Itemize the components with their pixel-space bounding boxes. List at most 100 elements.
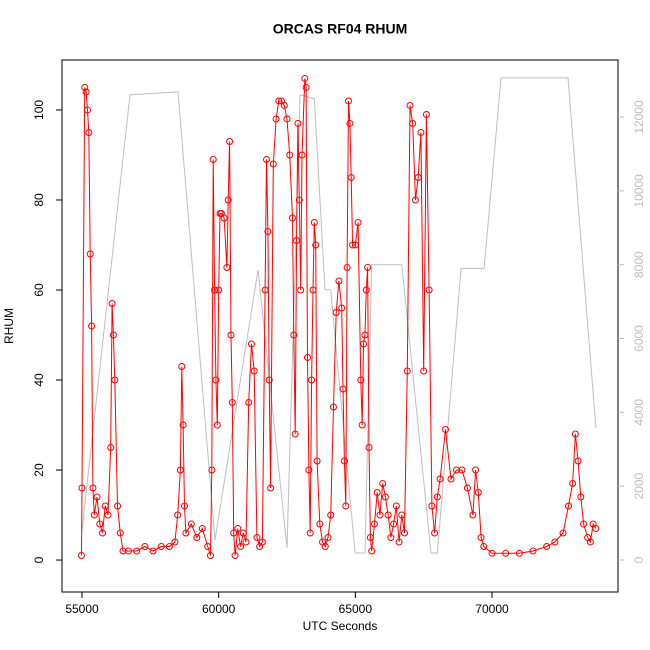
data-point <box>436 475 444 483</box>
data-point <box>327 511 335 519</box>
data-point <box>288 214 296 222</box>
data-point <box>265 376 273 384</box>
data-point <box>193 534 201 542</box>
data-point <box>403 367 411 375</box>
y2-tick-label: 12000 <box>632 100 646 134</box>
data-point <box>89 484 97 492</box>
data-point <box>592 525 600 533</box>
data-point <box>398 511 406 519</box>
data-point <box>124 547 132 555</box>
data-point <box>310 218 318 226</box>
data-point <box>364 263 372 271</box>
data-point <box>321 543 329 551</box>
y-tick-label: 40 <box>32 373 46 387</box>
data-point <box>293 236 301 244</box>
x-tick-label: 60000 <box>202 602 236 616</box>
data-point <box>422 110 430 118</box>
data-point <box>361 331 369 339</box>
data-point <box>406 101 414 109</box>
data-point <box>101 502 109 510</box>
data-point <box>431 529 439 537</box>
data-point <box>227 331 235 339</box>
data-point <box>247 340 255 348</box>
data-point <box>401 529 409 537</box>
data-point <box>442 426 450 434</box>
data-point <box>472 466 480 474</box>
data-point <box>395 538 403 546</box>
data-point <box>291 430 299 438</box>
data-point <box>272 115 280 123</box>
data-point <box>349 241 357 249</box>
data-point <box>569 480 577 488</box>
data-point <box>286 151 294 159</box>
data-point <box>301 74 309 82</box>
data-point <box>329 403 337 411</box>
data-point <box>417 128 425 136</box>
data-point <box>373 489 381 497</box>
data-point <box>290 331 298 339</box>
data-point <box>267 484 275 492</box>
data-point <box>392 502 400 510</box>
y2-tick-label: 10000 <box>632 174 646 208</box>
data-point <box>171 538 179 546</box>
data-point <box>157 543 165 551</box>
data-point <box>294 119 302 127</box>
y-axis-label: RHUM <box>2 308 16 344</box>
data-point <box>141 543 149 551</box>
data-point <box>85 128 93 136</box>
x-tick-label: 70000 <box>475 602 509 616</box>
data-point <box>302 83 310 91</box>
y2-tick-label: 4000 <box>632 399 646 426</box>
data-point <box>104 511 112 519</box>
data-point <box>543 543 551 551</box>
data-point <box>107 444 115 452</box>
data-point <box>335 277 343 285</box>
data-point <box>559 529 567 537</box>
data-point <box>93 493 101 501</box>
data-point <box>223 263 231 271</box>
data-point <box>295 196 303 204</box>
data-point <box>99 529 107 537</box>
series-line <box>81 77 597 554</box>
data-point <box>347 173 355 181</box>
data-point <box>226 137 234 145</box>
data-point <box>332 308 340 316</box>
data-point <box>239 529 247 537</box>
data-point <box>119 547 127 555</box>
data-point <box>366 534 374 542</box>
data-point <box>114 502 122 510</box>
data-point <box>409 119 417 127</box>
data-point <box>458 466 466 474</box>
data-point <box>357 376 365 384</box>
x-tick-label: 55000 <box>65 602 99 616</box>
plot-frame <box>61 59 619 593</box>
data-point <box>204 543 212 551</box>
data-point <box>362 286 370 294</box>
y-tick-label: 20 <box>32 463 46 477</box>
data-point <box>149 547 157 555</box>
data-point <box>565 502 573 510</box>
data-point <box>86 250 94 258</box>
data-point <box>298 151 306 159</box>
data-point <box>339 385 347 393</box>
data-point <box>452 466 460 474</box>
y2-tick-label: 8000 <box>632 251 646 278</box>
data-point <box>358 421 366 429</box>
data-point <box>208 466 216 474</box>
data-point <box>387 534 395 542</box>
data-point <box>365 444 373 452</box>
data-point <box>174 511 182 519</box>
data-point <box>237 543 245 551</box>
data-point <box>340 457 348 465</box>
chart-title: ORCAS RF04 RHUM <box>273 21 408 37</box>
data-point <box>304 354 312 362</box>
data-point <box>351 241 359 249</box>
data-point <box>346 119 354 127</box>
data-point <box>305 466 313 474</box>
data-point <box>83 106 91 114</box>
data-point <box>354 218 362 226</box>
data-point <box>242 538 250 546</box>
data-point <box>253 534 261 542</box>
data-point <box>165 543 173 551</box>
